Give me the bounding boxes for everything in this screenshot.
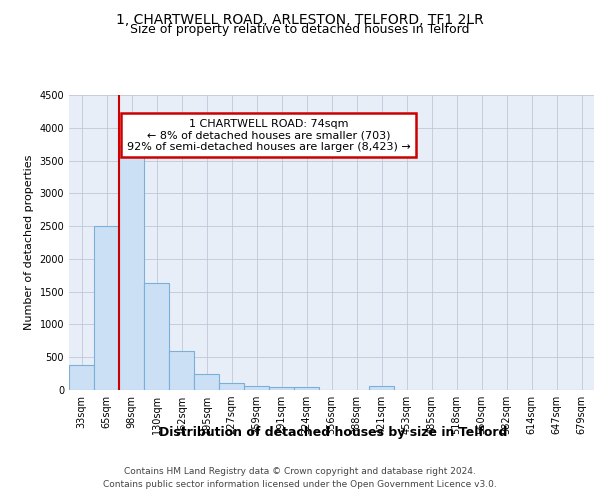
Text: Size of property relative to detached houses in Telford: Size of property relative to detached ho…: [130, 24, 470, 36]
Bar: [69, 365, 94, 390]
Bar: [119, 146, 144, 390]
Bar: [94, 226, 119, 390]
Text: Contains public sector information licensed under the Open Government Licence v3: Contains public sector information licen…: [103, 480, 497, 489]
Bar: [369, 386, 394, 390]
Bar: [269, 388, 294, 390]
Bar: [169, 350, 194, 390]
Bar: [294, 388, 319, 390]
Bar: [219, 383, 244, 390]
Y-axis label: Number of detached properties: Number of detached properties: [24, 155, 34, 330]
Text: 1, CHARTWELL ROAD, ARLESTON, TELFORD, TF1 2LR: 1, CHARTWELL ROAD, ARLESTON, TELFORD, TF…: [116, 12, 484, 26]
Bar: [194, 374, 219, 390]
Text: Contains HM Land Registry data © Crown copyright and database right 2024.: Contains HM Land Registry data © Crown c…: [124, 467, 476, 476]
Bar: [244, 386, 269, 390]
Text: 1 CHARTWELL ROAD: 74sqm
← 8% of detached houses are smaller (703)
92% of semi-de: 1 CHARTWELL ROAD: 74sqm ← 8% of detached…: [127, 118, 410, 152]
Bar: [144, 283, 169, 390]
Text: Distribution of detached houses by size in Telford: Distribution of detached houses by size …: [159, 426, 507, 439]
